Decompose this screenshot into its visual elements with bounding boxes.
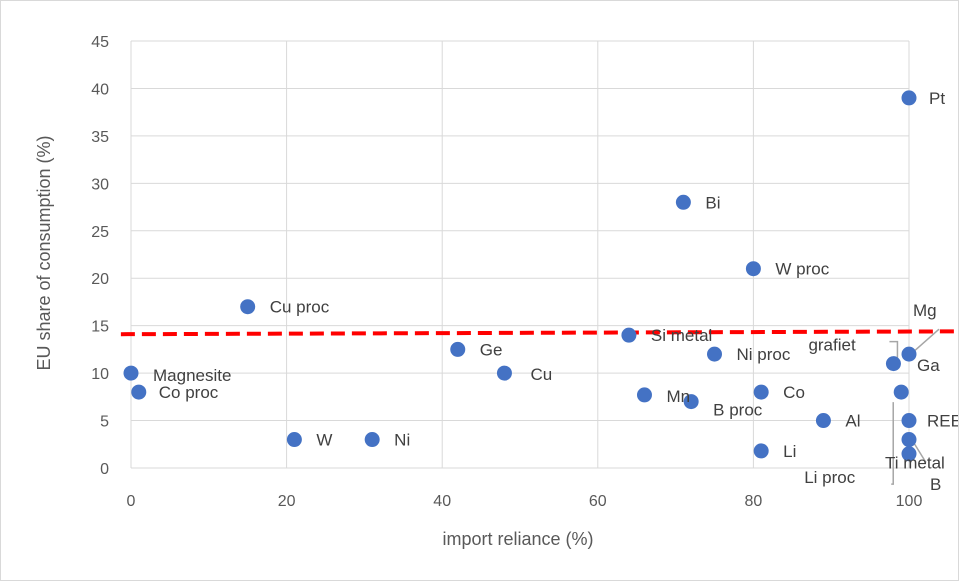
label-si-metal: Si metal [651,326,712,345]
label-w-proc: W proc [775,260,829,279]
x-tick-label: 0 [127,493,136,510]
y-tick-label: 5 [100,414,109,431]
label-cu-proc: Cu proc [270,298,330,317]
label-ga: Ga [917,356,940,375]
label-leader-lines [889,328,940,485]
x-tick-label: 20 [278,493,296,510]
label-li: Li [783,442,796,461]
label-al: Al [845,412,860,431]
x-tick-label: 80 [745,493,763,510]
point-w-proc [745,261,761,277]
label-co-proc: Co proc [159,383,219,402]
point-cu [496,365,512,381]
label-li-proc: Li proc [804,468,856,487]
label-pt: Pt [929,89,945,108]
label-co: Co [783,383,805,402]
point-b-proc [683,394,699,410]
y-tick-label: 45 [91,34,109,51]
point-ti-metal [901,432,917,448]
point-ni-proc [707,346,722,362]
leader-line-grafiet [889,340,899,358]
label-magnesite: Magnesite [153,366,231,385]
data-labels: Pt Bi W proc Cu proc Si metal Ge Ni proc Mg Ga gr… [153,89,959,494]
point-pt [901,90,917,106]
x-tick-label: 100 [896,493,923,510]
point-ree [901,413,917,429]
label-ni-proc: Ni proc [737,345,791,364]
label-b: B [930,475,941,494]
leader-line-li-proc [891,402,894,485]
label-ge: Ge [480,340,503,359]
y-tick-label: 40 [91,81,109,98]
y-axis-title: EU share of consumption (%) [34,135,54,370]
y-tick-label: 30 [91,176,109,193]
label-bi: Bi [705,193,720,212]
label-mg: Mg [913,301,937,320]
point-al [815,413,831,429]
tick-labels: 0 5 10 15 20 25 30 35 40 45 0 20 40 60 80 100 [91,34,922,510]
point-w [286,432,302,448]
x-tick-label: 40 [433,493,451,510]
leader-line-ti-metal [912,441,927,463]
point-magnesite [123,365,139,381]
label-ree: REE [927,412,959,431]
label-cu: Cu [530,365,552,384]
y-tick-label: 15 [91,319,109,336]
label-mn: Mn [666,387,690,406]
y-tick-label: 10 [91,366,109,383]
label-ti-metal: Ti metal [885,454,945,473]
point-cu-proc [240,299,256,315]
gridlines [130,40,910,469]
y-tick-label: 20 [91,271,109,288]
point-ge [450,341,466,357]
point-mn [636,387,652,403]
label-ni: Ni [394,431,410,450]
point-ni [364,432,380,448]
point-grafiet [885,356,901,372]
point-li [753,443,769,459]
point-co-proc [131,384,147,400]
point-li-proc [893,384,909,400]
y-tick-label: 25 [91,224,109,241]
point-si-metal [621,327,637,343]
leader-line-mg [912,328,940,353]
reference-dashed-line [120,329,958,337]
point-b [901,446,917,462]
y-tick-label: 35 [91,129,109,146]
x-tick-label: 60 [589,493,607,510]
point-co [753,384,769,400]
label-grafiet: grafiet [808,336,856,355]
label-w: W [316,431,332,450]
point-mg-ga [901,346,917,362]
data-points [123,90,917,462]
y-tick-label: 0 [100,461,109,478]
label-b-proc: B proc [713,401,763,420]
point-bi [675,194,691,210]
x-axis-title: import reliance (%) [442,529,593,549]
